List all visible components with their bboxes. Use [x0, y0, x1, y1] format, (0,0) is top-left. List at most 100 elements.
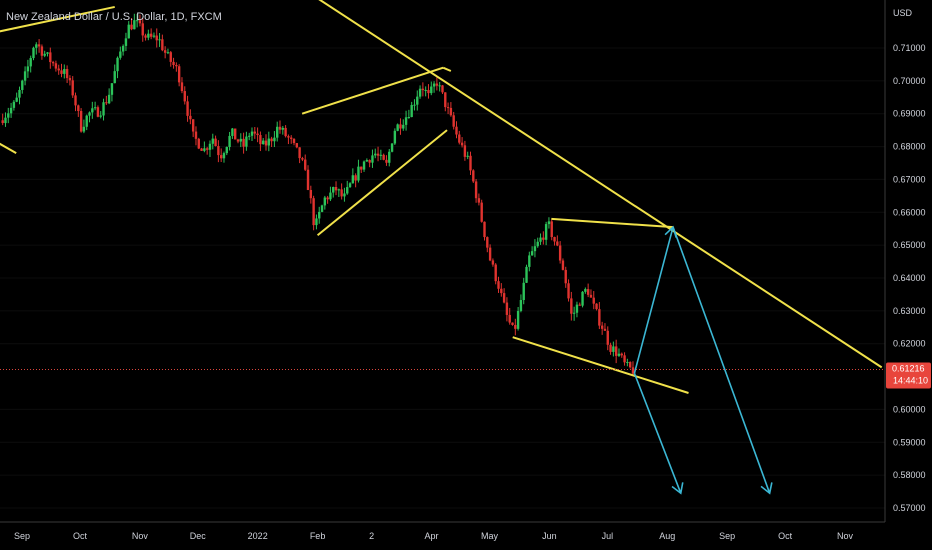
candle-body — [222, 153, 226, 159]
candle-body — [424, 89, 427, 91]
y-tick-label: 0.64000 — [893, 273, 926, 283]
trend-line-wedge-lower[interactable] — [316, 129, 448, 237]
trend-line-wedge-upper-extension[interactable] — [442, 66, 452, 72]
arrow-projection-up[interactable] — [633, 226, 674, 374]
candle-body — [382, 154, 385, 160]
candle-body — [135, 20, 139, 22]
candle-body — [337, 189, 341, 191]
candle-body — [32, 47, 35, 59]
candle-body — [472, 170, 475, 182]
candle-body — [628, 362, 632, 368]
candle-body — [292, 138, 296, 144]
candle-body — [133, 20, 136, 30]
candle-body — [138, 20, 142, 24]
trend-line-wedge-upper[interactable] — [301, 66, 444, 115]
candle-body — [326, 197, 329, 200]
y-tick-label: 0.57000 — [893, 503, 926, 513]
candle-body — [88, 112, 91, 116]
candle-body — [505, 302, 509, 315]
candle-body — [463, 145, 467, 157]
candle-body — [23, 71, 27, 81]
candle-body — [110, 83, 114, 95]
candle-body — [26, 66, 30, 72]
candle-body — [413, 104, 416, 106]
candle-body — [77, 105, 80, 112]
y-tick-label: 0.66000 — [893, 207, 926, 217]
candle-body — [91, 108, 94, 113]
candle-body — [315, 218, 318, 226]
candle-body — [340, 189, 343, 197]
candle-body — [301, 158, 304, 160]
candle-body — [385, 159, 388, 163]
candle-body — [584, 289, 587, 292]
candle-body — [116, 57, 119, 72]
candle-body — [357, 166, 360, 181]
time-axis[interactable] — [0, 522, 932, 550]
candle-body — [191, 119, 195, 132]
candle-body — [539, 237, 542, 242]
candle-body — [606, 330, 609, 345]
drawing-annotations[interactable] — [0, 0, 883, 495]
candle-body — [127, 24, 130, 39]
trend-line-early-channel-bottom[interactable] — [0, 142, 17, 155]
arrow-projection-down-now[interactable] — [633, 372, 682, 494]
candle-body — [598, 309, 601, 326]
candle-body — [486, 237, 489, 248]
candle-body — [379, 154, 383, 156]
candle-body — [614, 346, 618, 356]
candle-body — [589, 294, 593, 298]
y-tick-label: 0.59000 — [893, 437, 926, 447]
candle-body — [264, 140, 268, 146]
trend-line-recent-range-top[interactable] — [551, 217, 674, 229]
candle-body — [362, 161, 366, 170]
x-tick-label: Nov — [837, 531, 854, 541]
price-axis[interactable] — [885, 0, 932, 550]
x-tick-label: Jul — [602, 531, 614, 541]
candle-body — [309, 189, 313, 199]
candle-body — [346, 187, 349, 194]
candle-body — [449, 107, 453, 116]
candle-body — [547, 221, 551, 225]
candle-body — [281, 127, 285, 130]
candle-body — [491, 260, 495, 265]
arrow-head — [671, 482, 684, 495]
candle-body — [205, 148, 209, 150]
candle-body — [570, 298, 573, 314]
candle-body — [284, 127, 287, 137]
candle-body — [21, 80, 24, 90]
candle-body — [290, 137, 293, 139]
y-tick-label: 0.71000 — [893, 43, 926, 53]
price-tag-value: 0.61216 — [892, 363, 925, 373]
candle-body — [626, 362, 629, 364]
x-tick-label: 2022 — [248, 531, 268, 541]
candle-body — [435, 83, 439, 86]
trend-line-early-channel-top[interactable] — [0, 5, 115, 33]
candle-body — [85, 115, 88, 127]
candle-body — [267, 138, 271, 146]
candle-body — [351, 175, 355, 184]
candle-body — [144, 35, 147, 38]
arrow-projection-down-from-top[interactable] — [672, 226, 771, 494]
candle-body — [99, 115, 102, 117]
trend-line-long-term-downtrend[interactable] — [316, 0, 883, 369]
current-price-tag: 0.61216 14:44:10 — [886, 362, 931, 389]
x-tick-label: Apr — [425, 531, 439, 541]
candle-body — [516, 310, 520, 329]
candle-body — [586, 289, 590, 295]
candle-body — [452, 115, 455, 127]
candle-body — [480, 202, 483, 222]
candle-body — [430, 86, 433, 94]
candle-body — [49, 52, 52, 63]
candle-body — [200, 148, 203, 151]
candle-body — [312, 198, 315, 226]
candle-body — [287, 136, 290, 138]
candle-body — [376, 153, 380, 156]
candle-body — [259, 135, 262, 145]
candle-body — [528, 255, 531, 267]
trend-line-recent-range-bottom[interactable] — [512, 336, 689, 394]
candle-body — [620, 353, 623, 356]
candle-body — [550, 221, 553, 238]
x-tick-label: Aug — [659, 531, 675, 541]
candle-body — [121, 45, 125, 52]
